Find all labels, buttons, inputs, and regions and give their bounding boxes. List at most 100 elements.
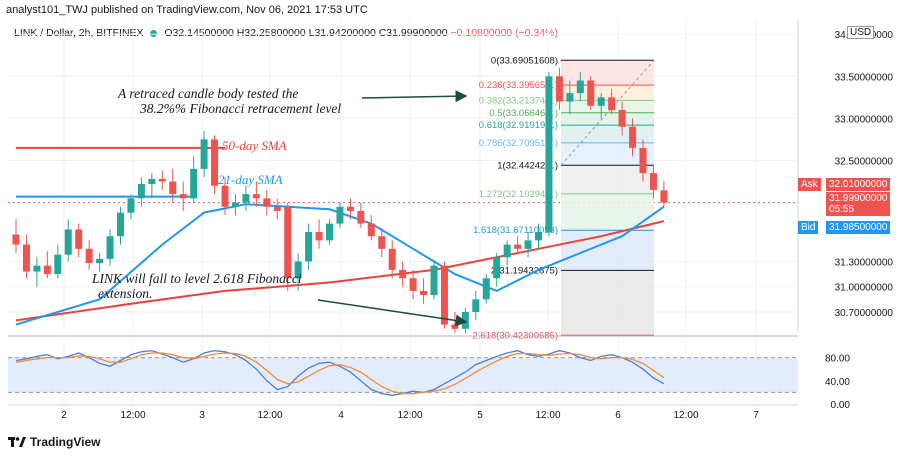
candle-body	[493, 257, 501, 279]
candle-body	[43, 265, 51, 275]
candle-body	[33, 265, 41, 272]
stoch-k-line	[15, 349, 665, 396]
candle-body	[12, 234, 20, 245]
candle-body	[190, 168, 198, 199]
candle-body	[137, 184, 145, 199]
candle-body	[514, 244, 522, 249]
candle-body	[587, 80, 595, 106]
candle-body	[367, 223, 375, 237]
candle-body	[482, 278, 490, 300]
candle-body	[127, 198, 135, 213]
link-annotation-line2: extension.	[98, 286, 153, 301]
sma50-line	[15, 220, 665, 322]
fib-level-label: 2(31.19432875)	[491, 265, 558, 276]
price-tick-label: 33.50000000	[835, 72, 894, 83]
fib-annotation-line2: 38.2%% Fibonacci retracement level	[140, 101, 342, 116]
candle-body	[440, 265, 448, 325]
candle-body	[75, 229, 83, 249]
candle-body	[242, 194, 250, 203]
price-tick-label: 32.50000000	[835, 156, 894, 167]
fib-level-label: 0.618(32.91919…)	[479, 120, 558, 131]
annotation-arrows	[317, 90, 468, 327]
stoch-tick-label: 40.00	[825, 377, 850, 388]
candle-body	[179, 194, 187, 199]
time-tick-label: 4	[338, 410, 344, 421]
bar-countdown: 05:55	[829, 204, 855, 215]
candle-body	[211, 139, 219, 186]
candle-body	[566, 93, 574, 102]
stoch-d-line	[15, 352, 665, 395]
fib-level-label: 0.236(33.39565…)	[479, 80, 558, 91]
stoch-band	[8, 357, 798, 393]
ohlc-change: −0.10800000 (−0.34%)	[450, 27, 558, 39]
fib-zone	[561, 60, 654, 86]
symbol-title: LINK / Dollar, 2h, BITFINEX	[14, 27, 144, 39]
candlesticks	[12, 67, 668, 333]
fib-level-label: 1(32.44242…)	[497, 160, 558, 171]
currency-button[interactable]: USD	[847, 26, 875, 39]
candle-body	[96, 258, 104, 264]
time-tick-label: 7	[753, 410, 759, 421]
fib-zone	[561, 85, 654, 101]
time-tick-label: 12:00	[257, 410, 282, 421]
bid-value: 31.98500000	[826, 221, 891, 234]
candle-body	[472, 299, 480, 312]
price-tick-label: 31.30000000	[835, 257, 894, 268]
fib-zone	[561, 270, 654, 336]
market-status-icon	[150, 29, 158, 37]
fib-level-label: 0.5(33.06646…)	[489, 108, 558, 119]
time-tick-label: 6	[615, 410, 621, 421]
candle-body	[597, 97, 605, 106]
time-tick-label: 12:00	[535, 410, 560, 421]
fib-zone	[561, 165, 654, 194]
candle-body	[378, 236, 386, 249]
candle-body	[326, 223, 333, 241]
candle-body	[158, 178, 166, 182]
time-tick-label: 12:00	[120, 410, 145, 421]
candle-body	[273, 206, 281, 211]
candle-body	[545, 76, 553, 233]
fib-level-label: 0.382(33.21374…)	[479, 95, 558, 106]
time-tick-label: 3	[199, 410, 205, 421]
fib-level-label: 0(33.69051608)	[491, 55, 558, 66]
fib-level-label: 0.786(32.70951…)	[479, 138, 558, 149]
candle-body	[608, 97, 616, 110]
candle-body	[461, 311, 469, 329]
ohlc-open: O32.14500000	[164, 27, 234, 39]
candle-body	[64, 229, 72, 255]
time-tick-label: 5	[477, 410, 483, 421]
symbol-info: LINK / Dollar, 2h, BITFINEX O32.14500000…	[14, 27, 558, 39]
bid-label: Bid	[798, 221, 819, 234]
tradingview-logo-icon	[8, 437, 26, 447]
candle-body	[315, 232, 323, 241]
fib-level-label: 1.618(31.67110053)	[473, 225, 558, 236]
candle-body	[649, 173, 657, 190]
ohlc-low: L31.94200000	[308, 27, 376, 39]
candle-body	[430, 265, 438, 296]
sma50-label: 50-day SMA	[222, 138, 287, 153]
candle-body	[420, 290, 428, 296]
ohlc-high: H32.25800000	[236, 27, 306, 39]
candle-body	[336, 206, 344, 224]
candle-body	[346, 206, 354, 211]
fibonacci-tool: 0(33.69051608) 0.236(33.39565…) 0.382(33.2…	[472, 55, 655, 341]
price-tick-label: 30.70000000	[835, 308, 894, 319]
chart-grid	[8, 20, 798, 405]
fib-annotation: A retraced candle body tested the 38.2%%…	[118, 86, 341, 116]
candle-body	[524, 240, 532, 249]
fib-zone	[561, 193, 654, 231]
tradingview-brand[interactable]: TradingView	[8, 435, 100, 449]
candle-body	[357, 210, 365, 224]
candle-body	[221, 185, 229, 207]
candle-body	[305, 232, 313, 262]
candle-body	[451, 324, 459, 329]
stochastic-panel: 80.00 40.00 0.00	[8, 335, 850, 411]
price-axis: 34.0000000033.5000000033.0000000032.5000…	[797, 20, 894, 333]
candle-body	[629, 126, 637, 148]
candle-body	[399, 269, 407, 279]
candle-body	[106, 236, 114, 259]
fib-annotation-arrow	[361, 90, 468, 103]
price-tick-label: 33.00000000	[835, 114, 894, 125]
fib-zone	[561, 125, 654, 143]
